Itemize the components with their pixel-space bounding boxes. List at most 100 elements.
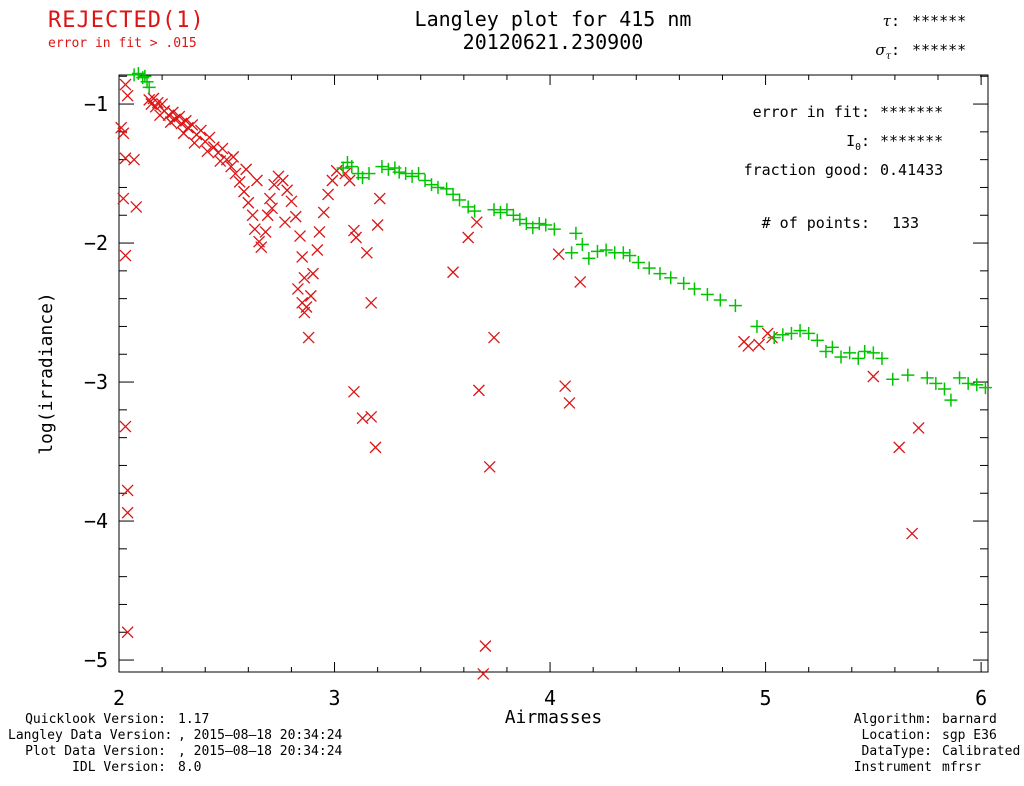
datatype-row: DataType: Calibrated (861, 744, 1021, 759)
data-point-rejected (216, 142, 229, 155)
title-block: Langley plot for 415 nm 20120621.230900 (415, 8, 692, 54)
instrument-row: Instrument mfrsr (853, 760, 982, 775)
data-point-rejected (179, 114, 192, 127)
data-point-rejected (238, 185, 250, 198)
data-point-rejected (248, 223, 261, 236)
x-axis-title: Airmasses (505, 707, 603, 728)
tau-value: ****** (912, 12, 967, 30)
x-axis-tick-label: 4 (544, 686, 556, 710)
y-axis-title: log(irradiance) (36, 292, 57, 455)
data-point-rejected (488, 331, 500, 344)
data-point-rejected (119, 420, 132, 433)
data-point-rejected (227, 150, 240, 163)
data-point-rejected (307, 267, 319, 280)
quicklook-version-row: Quicklook Version: 1.17 (25, 712, 210, 727)
y-axis-tick-label: −5 (84, 648, 108, 672)
data-point-rejected (552, 248, 565, 261)
data-point-rejected (121, 89, 134, 102)
tau-symbol: τ (882, 12, 891, 30)
stat-num-points: # of points: 133 (648, 212, 943, 241)
data-point-rejected (121, 484, 134, 497)
data-point-rejected (559, 380, 572, 393)
plot-title: Langley plot for 415 nm (414, 7, 692, 31)
data-point-rejected (472, 384, 485, 397)
data-point-rejected (563, 396, 576, 409)
data-point-rejected (350, 231, 363, 244)
data-point-rejected (369, 441, 382, 454)
data-point-rejected (479, 640, 492, 653)
i0-value: ******* (880, 132, 944, 150)
data-point-rejected (242, 196, 255, 209)
data-point-rejected (360, 246, 373, 259)
algorithm-row: Algorithm: barnard (853, 712, 997, 727)
fraction-good-value: 0.41433 (880, 161, 944, 179)
data-point-rejected (240, 163, 253, 176)
tau-block: τ: ****** στ: ****** (848, 10, 1018, 68)
data-point-rejected (177, 127, 190, 140)
data-point-rejected (289, 210, 302, 223)
data-point-rejected (117, 192, 130, 205)
data-point-rejected (291, 282, 304, 295)
stat-fraction-good: fraction good: 0.41433 (648, 159, 944, 188)
data-point-rejected (311, 244, 324, 256)
data-point-rejected (470, 216, 483, 229)
data-point-rejected (477, 667, 490, 680)
plot-frame (118, 74, 989, 673)
rejected-reason: error in fit > .015 (48, 36, 197, 51)
data-point-rejected (365, 296, 378, 309)
version-footer: Quicklook Version: 1.17 Langley Data Ver… (8, 712, 342, 776)
fit-stats-block: error in fit: ******* I0: ******* fracti… (648, 101, 944, 241)
data-point-rejected (867, 370, 880, 383)
idl-version-row: IDL Version: 8.0 (72, 760, 202, 775)
data-point-rejected (281, 184, 294, 197)
data-point-rejected (173, 110, 186, 123)
data-point-rejected (347, 385, 360, 398)
error-in-fit-value: ******* (880, 103, 944, 121)
data-point-rejected (906, 527, 919, 540)
data-point-rejected (294, 230, 307, 243)
data-point-rejected (156, 98, 169, 111)
data-point-rejected (339, 167, 352, 180)
data-point-rejected (121, 506, 134, 519)
data-point-rejected (298, 306, 311, 319)
stat-error-in-fit: error in fit: ******* (648, 101, 944, 130)
data-point-rejected (119, 249, 132, 262)
data-point-rejected (753, 338, 766, 351)
data-point-rejected (912, 421, 925, 434)
plot-subtitle: 20120621.230900 (462, 30, 644, 54)
y-axis-tick-label: −3 (84, 370, 108, 394)
data-point-rejected (285, 195, 298, 208)
data-point-rejected (276, 174, 289, 187)
x-axis-tick-label: 5 (760, 686, 772, 710)
data-point-rejected (304, 289, 317, 302)
data-point-rejected (164, 116, 177, 129)
langley-data-version-row: Langley Data Version: , 2015–08–18 20:34… (8, 728, 343, 743)
data-point-rejected (203, 131, 216, 144)
data-point-rejected (326, 174, 339, 187)
data-point-rejected (447, 266, 460, 279)
y-axis-tick-label: −4 (84, 509, 108, 533)
data-point-rejected (356, 412, 369, 425)
data-point-rejected (233, 175, 246, 188)
x-axis-tick-label: 3 (329, 686, 341, 710)
data-point-rejected (343, 174, 356, 187)
data-point-rejected (250, 174, 263, 187)
data-point-rejected (462, 231, 475, 244)
data-point-rejected (255, 241, 268, 254)
data-point-rejected (574, 276, 587, 288)
data-point-rejected (119, 78, 132, 91)
data-point-rejected (130, 200, 143, 213)
data-point-rejected (225, 160, 238, 173)
data-point-rejected (371, 219, 384, 231)
data-point-rejected (153, 109, 166, 122)
rejected-label: REJECTED(1) (48, 8, 205, 33)
data-point-rejected (128, 153, 141, 166)
plot-data-version-row: Plot Data Version: , 2015–08–18 20:34:24 (25, 744, 343, 759)
data-point-rejected (115, 121, 128, 134)
sigma-tau-value: ****** (912, 41, 967, 59)
data-point-rejected (149, 100, 162, 113)
data-point-rejected (266, 202, 278, 215)
rejected-banner: REJECTED(1) error in fit > .015 (48, 8, 205, 51)
